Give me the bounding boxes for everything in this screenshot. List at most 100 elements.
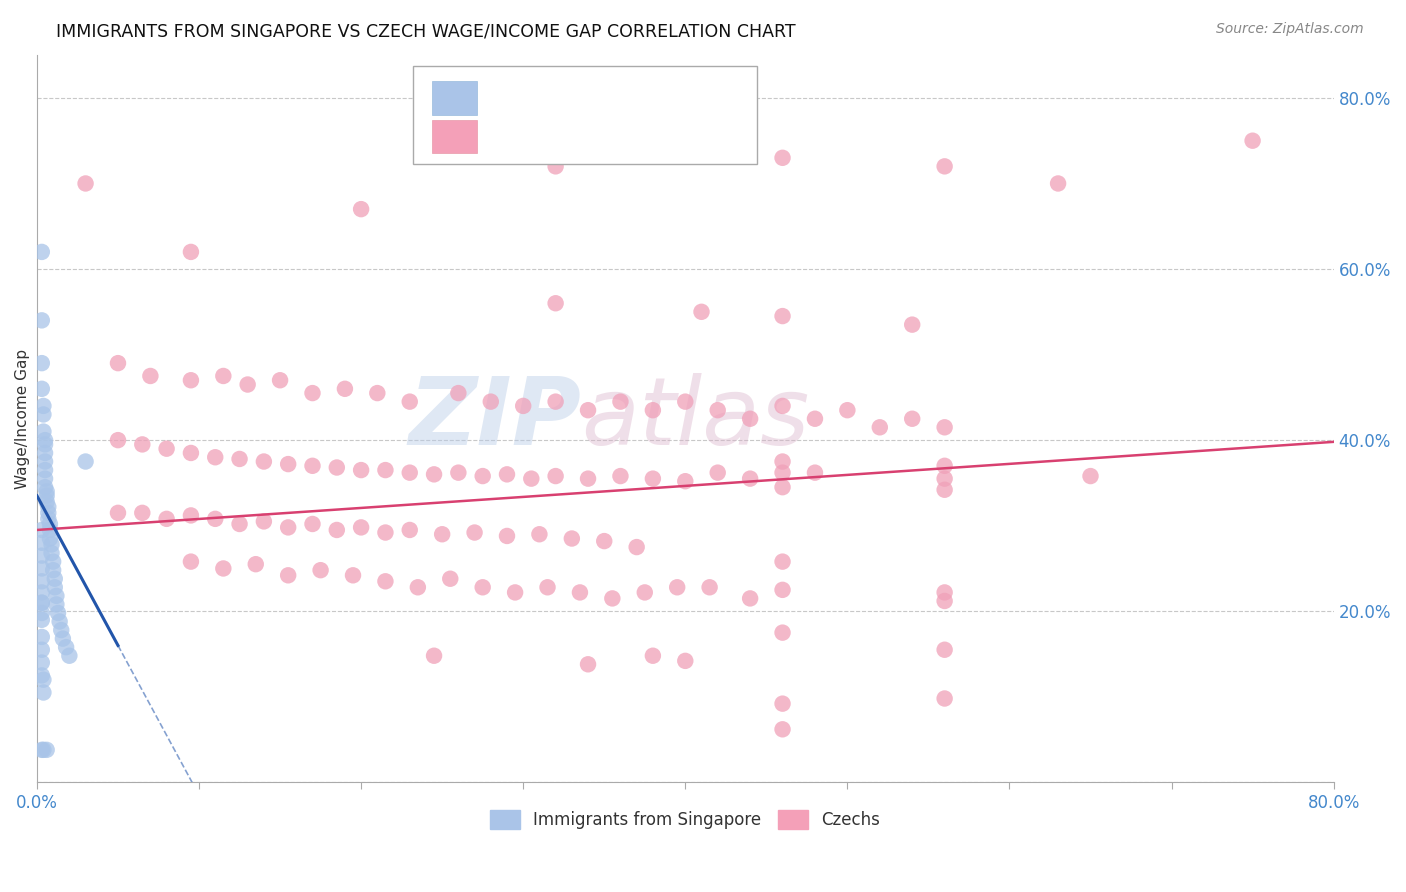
Point bbox=[740, 411, 762, 425]
Point bbox=[156, 442, 179, 456]
Point bbox=[901, 318, 924, 332]
Point bbox=[180, 508, 202, 523]
Point bbox=[31, 642, 53, 657]
Point bbox=[366, 386, 388, 401]
Point bbox=[772, 555, 794, 569]
Point bbox=[35, 743, 58, 757]
Point bbox=[772, 697, 794, 711]
Point bbox=[869, 420, 891, 434]
Point bbox=[34, 463, 56, 477]
Point bbox=[31, 656, 53, 670]
Point bbox=[561, 532, 583, 546]
Point bbox=[804, 466, 827, 480]
Point bbox=[439, 572, 461, 586]
Point bbox=[45, 589, 67, 603]
Point bbox=[673, 474, 696, 488]
Point bbox=[673, 654, 696, 668]
Point bbox=[44, 580, 66, 594]
Point bbox=[634, 585, 657, 599]
Point bbox=[423, 467, 446, 482]
Point bbox=[51, 623, 73, 637]
Point bbox=[31, 743, 53, 757]
Point bbox=[1047, 177, 1070, 191]
Point bbox=[398, 394, 420, 409]
Point bbox=[32, 685, 55, 699]
Point bbox=[602, 591, 624, 606]
Point bbox=[626, 540, 648, 554]
Point bbox=[398, 466, 420, 480]
Point bbox=[430, 527, 453, 541]
Point bbox=[934, 691, 956, 706]
Point bbox=[37, 506, 59, 520]
Point bbox=[350, 520, 373, 534]
Point bbox=[277, 568, 299, 582]
Point bbox=[576, 472, 599, 486]
Point bbox=[31, 536, 53, 550]
Text: N=: N= bbox=[617, 128, 647, 145]
Point bbox=[326, 523, 349, 537]
Point bbox=[301, 516, 323, 531]
Point bbox=[35, 494, 58, 508]
Point bbox=[31, 549, 53, 563]
Point bbox=[31, 668, 53, 682]
Point bbox=[48, 615, 70, 629]
Point bbox=[131, 437, 153, 451]
Point bbox=[641, 472, 664, 486]
Point bbox=[34, 433, 56, 447]
Point bbox=[32, 673, 55, 687]
Point bbox=[75, 454, 97, 468]
Text: -0.320: -0.320 bbox=[531, 89, 591, 107]
Point bbox=[37, 512, 59, 526]
Point bbox=[529, 527, 551, 541]
Point bbox=[544, 296, 567, 310]
Point bbox=[593, 534, 616, 549]
Point bbox=[31, 523, 53, 537]
Point bbox=[374, 463, 396, 477]
Point bbox=[58, 648, 80, 663]
Text: atlas: atlas bbox=[582, 373, 810, 464]
Y-axis label: Wage/Income Gap: Wage/Income Gap bbox=[15, 349, 30, 489]
Point bbox=[706, 466, 728, 480]
Point bbox=[41, 546, 63, 560]
Point bbox=[42, 563, 65, 577]
Point bbox=[32, 743, 55, 757]
Point bbox=[576, 403, 599, 417]
Point bbox=[212, 368, 235, 383]
Point bbox=[131, 506, 153, 520]
Point bbox=[31, 630, 53, 644]
Point bbox=[496, 467, 519, 482]
Point bbox=[1241, 134, 1264, 148]
Point bbox=[156, 512, 179, 526]
Point bbox=[31, 596, 53, 610]
Point bbox=[52, 632, 75, 646]
Point bbox=[342, 568, 364, 582]
Point bbox=[772, 480, 794, 494]
Point bbox=[740, 591, 762, 606]
Point bbox=[38, 516, 60, 531]
Point bbox=[75, 177, 97, 191]
Point bbox=[277, 520, 299, 534]
Point bbox=[31, 382, 53, 396]
Point bbox=[374, 525, 396, 540]
Point bbox=[34, 446, 56, 460]
Point bbox=[31, 561, 53, 575]
Point bbox=[609, 469, 631, 483]
FancyBboxPatch shape bbox=[433, 81, 477, 115]
Point bbox=[228, 516, 250, 531]
Text: Source: ZipAtlas.com: Source: ZipAtlas.com bbox=[1216, 22, 1364, 37]
Point bbox=[772, 723, 794, 737]
Point bbox=[107, 433, 129, 447]
Point bbox=[301, 386, 323, 401]
Point bbox=[34, 437, 56, 451]
Point bbox=[544, 394, 567, 409]
Point bbox=[44, 572, 66, 586]
Point bbox=[32, 425, 55, 439]
Point bbox=[447, 466, 470, 480]
Text: 56: 56 bbox=[651, 89, 675, 107]
Point bbox=[934, 483, 956, 497]
Point bbox=[35, 489, 58, 503]
FancyBboxPatch shape bbox=[413, 66, 756, 164]
Point bbox=[609, 394, 631, 409]
Point bbox=[34, 480, 56, 494]
Point bbox=[253, 454, 276, 468]
